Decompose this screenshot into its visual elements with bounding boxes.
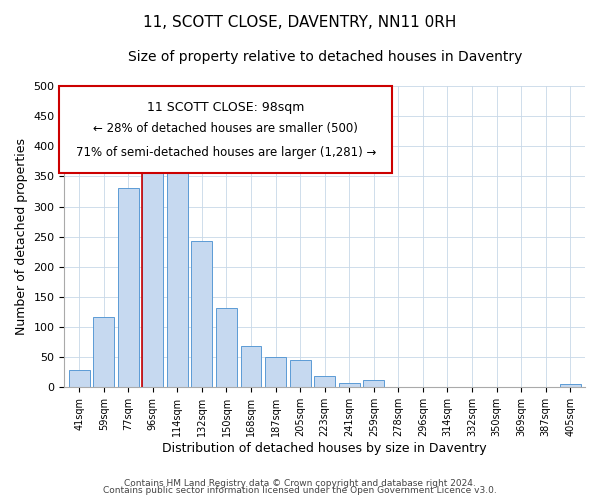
Bar: [216, 308, 237, 388]
Bar: [191, 242, 212, 388]
Bar: [167, 162, 188, 388]
Bar: [241, 346, 262, 388]
Bar: [69, 370, 89, 388]
Bar: [339, 383, 359, 388]
Bar: [93, 317, 114, 388]
X-axis label: Distribution of detached houses by size in Daventry: Distribution of detached houses by size …: [163, 442, 487, 455]
Y-axis label: Number of detached properties: Number of detached properties: [15, 138, 28, 335]
FancyBboxPatch shape: [59, 86, 392, 174]
Bar: [118, 188, 139, 388]
Text: 71% of semi-detached houses are larger (1,281) →: 71% of semi-detached houses are larger (…: [76, 146, 376, 160]
Bar: [560, 384, 581, 388]
Text: Contains HM Land Registry data © Crown copyright and database right 2024.: Contains HM Land Registry data © Crown c…: [124, 478, 476, 488]
Bar: [142, 152, 163, 388]
Title: Size of property relative to detached houses in Daventry: Size of property relative to detached ho…: [128, 50, 522, 64]
Bar: [364, 380, 384, 388]
Bar: [314, 376, 335, 388]
Text: ← 28% of detached houses are smaller (500): ← 28% of detached houses are smaller (50…: [94, 122, 358, 135]
Text: Contains public sector information licensed under the Open Government Licence v3: Contains public sector information licen…: [103, 486, 497, 495]
Text: 11 SCOTT CLOSE: 98sqm: 11 SCOTT CLOSE: 98sqm: [147, 101, 304, 114]
Bar: [265, 357, 286, 388]
Text: 11, SCOTT CLOSE, DAVENTRY, NN11 0RH: 11, SCOTT CLOSE, DAVENTRY, NN11 0RH: [143, 15, 457, 30]
Bar: [290, 360, 311, 388]
